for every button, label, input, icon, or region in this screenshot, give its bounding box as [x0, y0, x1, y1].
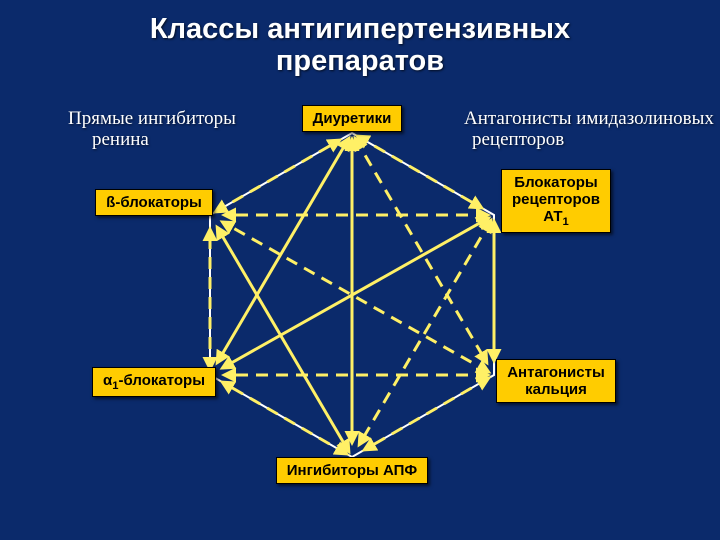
node-beta-label: ß-блокаторы [106, 194, 202, 211]
node-ace-label: Ингибиторы АПФ [287, 462, 417, 479]
node-at1-blockers: БлокаторырецепторовАТ1 [501, 169, 611, 233]
node-beta-blockers: ß-блокаторы [95, 189, 213, 216]
slide: Классы антигипертензивных препаратов Пря… [0, 0, 720, 540]
node-calcium-antagonists: Антагонистыкальция [496, 359, 616, 403]
node-diuretics-label: Диуретики [313, 110, 392, 127]
node-ace-inhibitors: Ингибиторы АПФ [276, 457, 428, 484]
node-diuretics: Диуретики [302, 105, 403, 132]
node-alpha1-blockers: α1-блокаторы [92, 367, 216, 397]
